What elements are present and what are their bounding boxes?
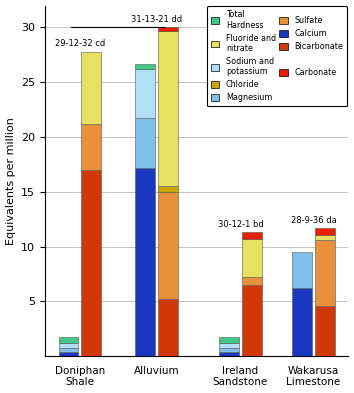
Bar — [219, 343, 239, 349]
Text: 29-12-32 cd: 29-12-32 cd — [55, 39, 105, 48]
Bar — [81, 170, 101, 356]
Bar — [158, 192, 178, 299]
Bar — [242, 239, 262, 277]
Bar — [158, 186, 178, 192]
Bar — [59, 338, 79, 343]
Bar — [135, 64, 155, 69]
Text: 28-9-36 da: 28-9-36 da — [291, 216, 336, 225]
Bar — [242, 232, 262, 239]
Bar — [292, 252, 312, 288]
Bar — [219, 352, 239, 356]
Bar — [242, 277, 262, 285]
Bar — [158, 28, 178, 31]
Bar — [59, 343, 79, 349]
Bar — [292, 288, 312, 356]
Text: 31-13-21 dd: 31-13-21 dd — [131, 15, 182, 24]
Bar — [81, 51, 101, 124]
Bar — [219, 349, 239, 352]
Bar — [315, 306, 335, 356]
Y-axis label: Equivalents per million: Equivalents per million — [6, 117, 16, 245]
Bar — [242, 285, 262, 356]
Bar — [315, 228, 335, 235]
Bar — [81, 124, 101, 170]
Bar — [315, 235, 335, 240]
Text: 30-12-1 bd: 30-12-1 bd — [218, 220, 263, 229]
Bar — [135, 69, 155, 118]
Legend: Total
Hardness, Fluoride and
nitrate, Sodium and
potassium, Chloride, Magnesium,: Total Hardness, Fluoride and nitrate, So… — [207, 6, 348, 107]
Bar — [219, 338, 239, 343]
Bar — [135, 168, 155, 356]
Bar — [158, 31, 178, 186]
Bar — [315, 240, 335, 306]
Bar — [135, 118, 155, 168]
Bar — [59, 349, 79, 352]
Bar — [158, 299, 178, 356]
Bar — [59, 352, 79, 356]
